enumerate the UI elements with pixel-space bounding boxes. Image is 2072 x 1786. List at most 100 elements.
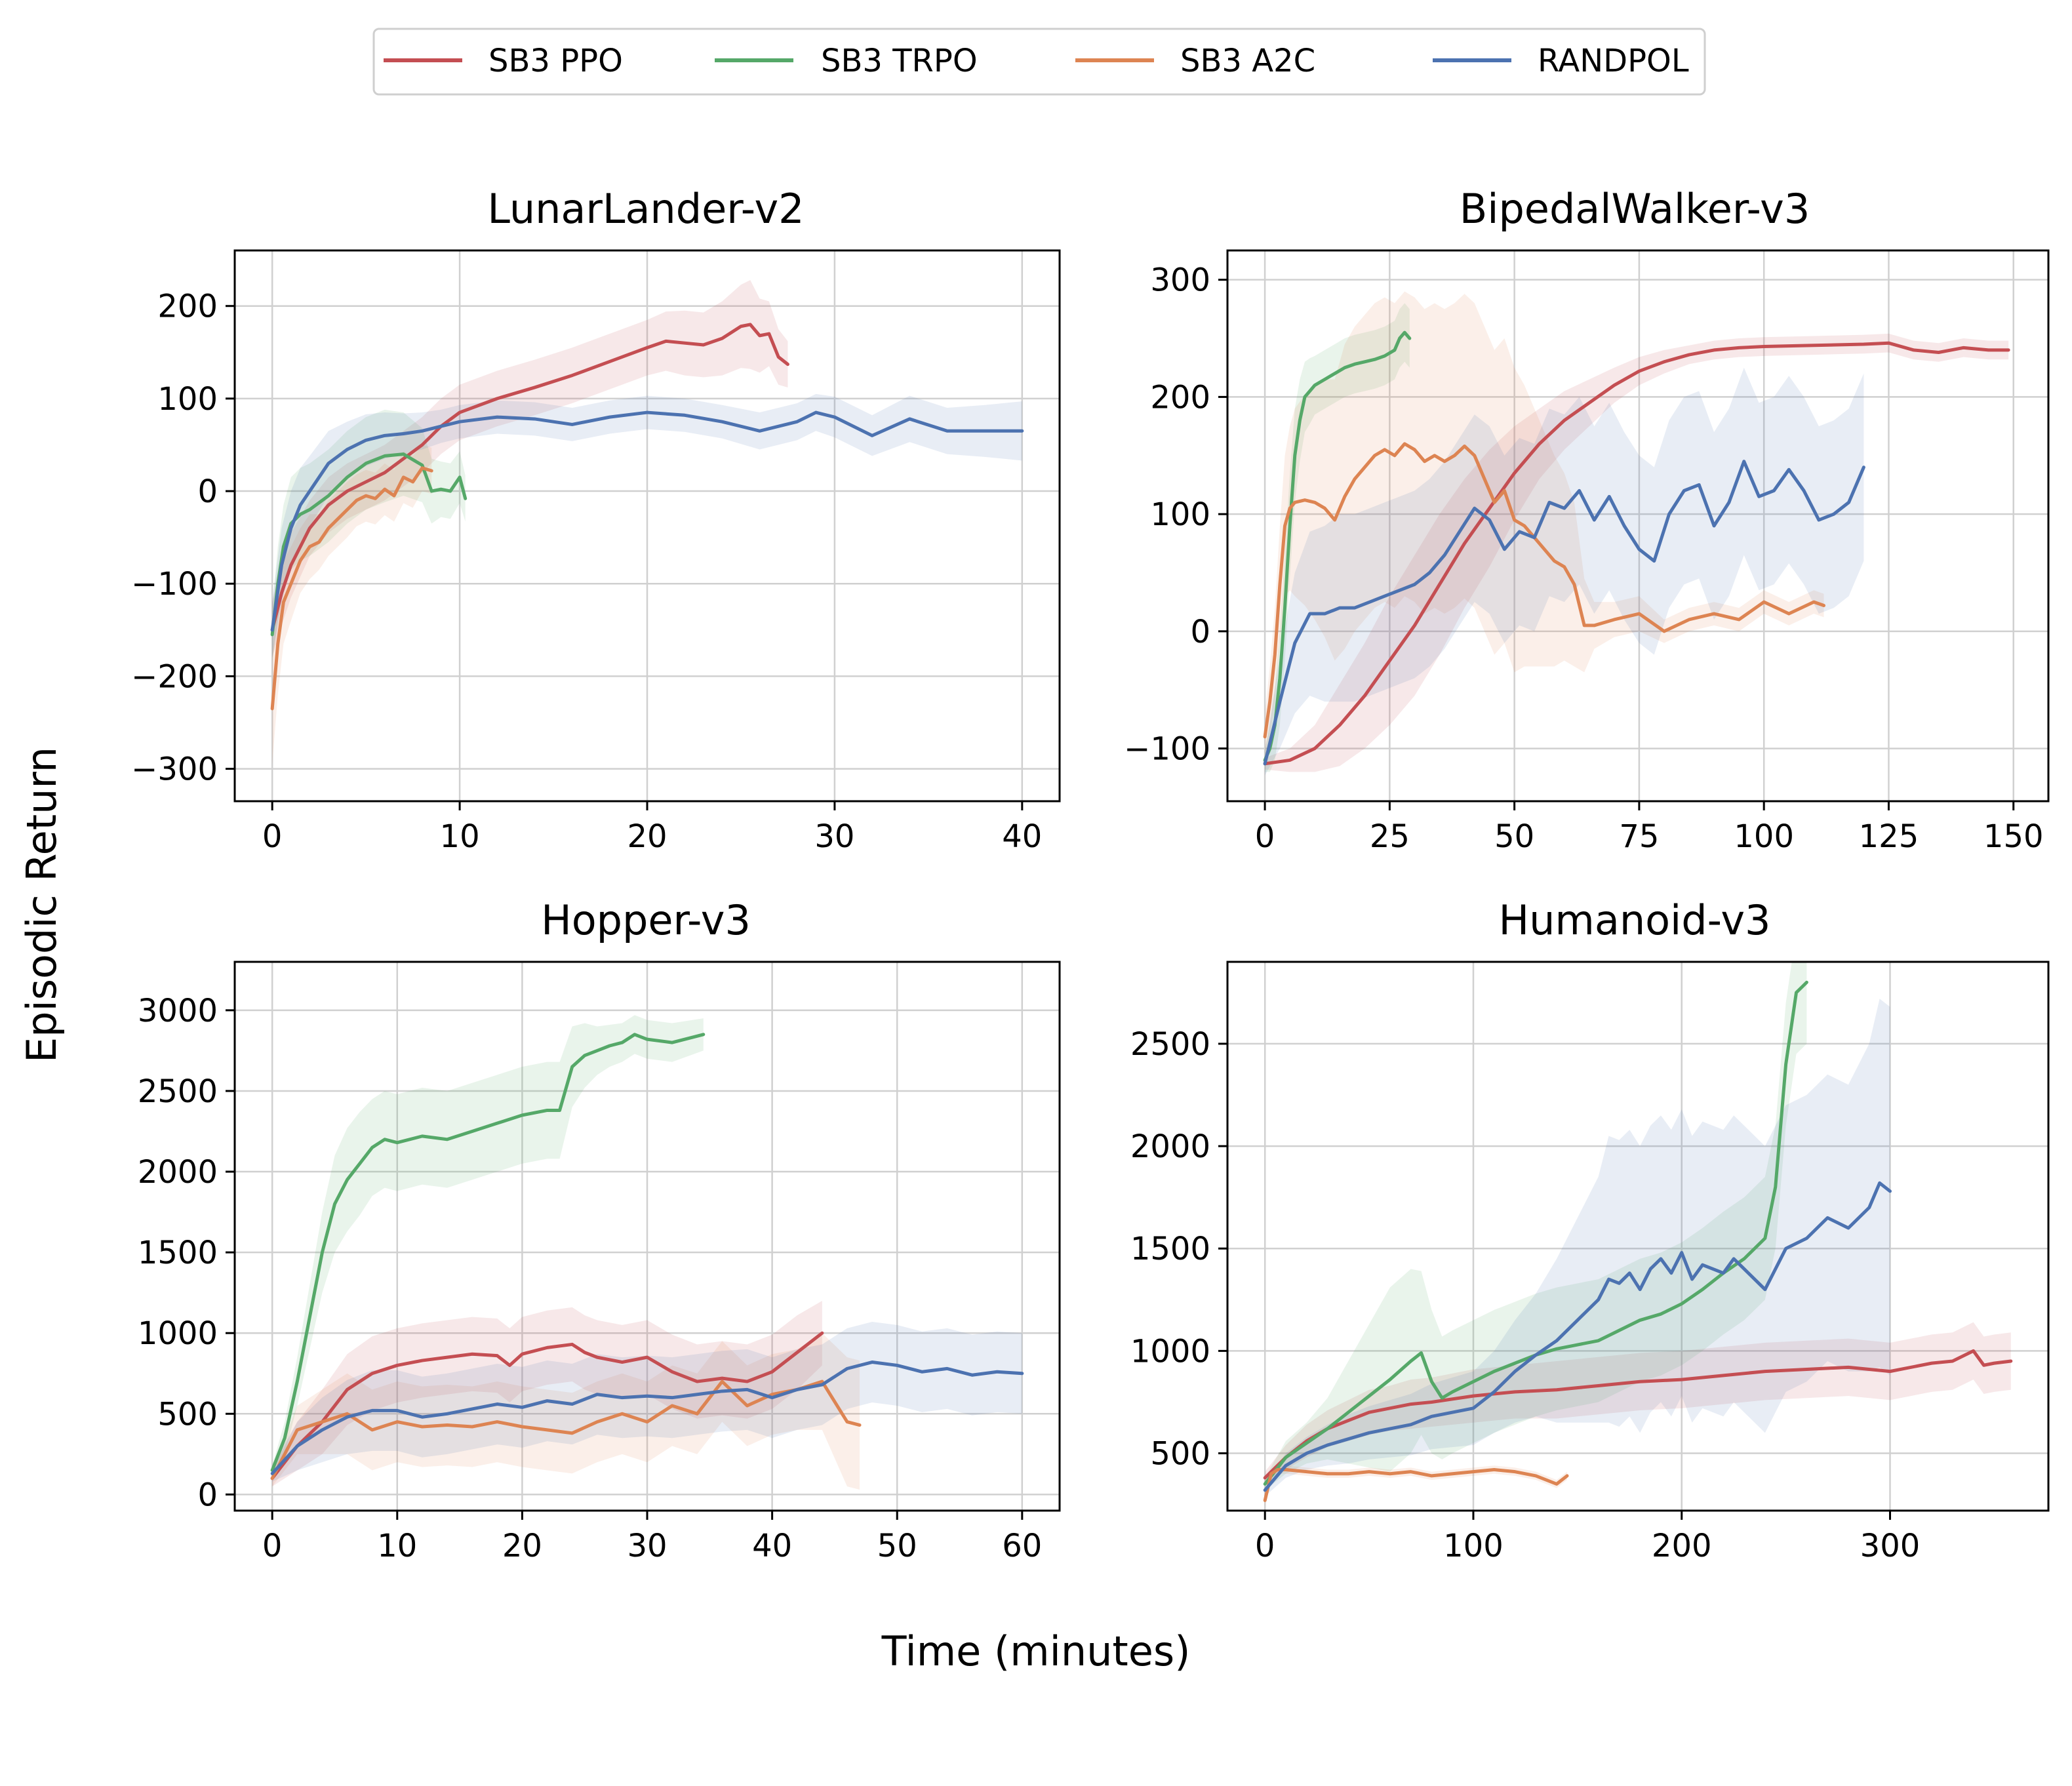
band-randpol — [272, 1321, 1022, 1482]
x-tick-label: 40 — [1002, 818, 1042, 855]
x-tick-label: 10 — [440, 818, 480, 855]
series-line-sb3-a2c — [270, 466, 433, 711]
band-sb3-trpo — [1265, 962, 1807, 1490]
band-sb3-ppo — [272, 280, 788, 658]
y-tick-label: −100 — [131, 566, 218, 603]
y-tick-label: 3000 — [138, 993, 218, 1029]
x-tick-label: 0 — [1255, 1528, 1275, 1564]
y-tick-label: 200 — [1150, 379, 1210, 416]
gridlines — [1227, 962, 2048, 1511]
y-tick-label: 1500 — [138, 1235, 218, 1271]
ticks: 0 25 50 75 100 125 150 −100 0 100 200 300 — [1124, 262, 2043, 855]
y-tick-label: 0 — [197, 473, 218, 510]
y-tick-label: 2000 — [138, 1154, 218, 1191]
series-line-randpol — [270, 410, 1024, 632]
x-tick-label: 125 — [1859, 818, 1919, 855]
plot-area — [1263, 962, 2013, 1507]
ticks: 0 10 20 30 40 50 60 0 500 1000 1500 2000 2500 3000 — [138, 993, 1043, 1564]
band-sb3-ppo — [1265, 333, 2009, 772]
legend-entry-ppo: SB3 PPO — [384, 43, 623, 79]
band-randpol — [272, 393, 1022, 658]
x-tick-label: 20 — [502, 1528, 542, 1564]
subplot-bipedalwalker: BipedalWalker-v3 0 25 50 75 100 125 150 −100 0 10… — [1124, 185, 2050, 855]
plot-area — [1263, 291, 2010, 776]
x-tick-label: 60 — [1002, 1528, 1042, 1564]
legend-entry-randpol: RANDPOL — [1433, 43, 1689, 79]
band-sb3-ppo — [272, 1300, 822, 1487]
y-tick-label: 100 — [1150, 496, 1210, 533]
x-tick-label: 50 — [1494, 818, 1534, 855]
y-tick-label: 100 — [157, 381, 218, 418]
legend-label-randpol: RANDPOL — [1538, 43, 1689, 79]
x-tick-label: 20 — [627, 818, 667, 855]
axes-frame — [1226, 249, 2050, 803]
x-tick-label: 200 — [1652, 1528, 1712, 1564]
subplot-lunarlander: LunarLander-v2 0 10 20 30 40 −300 −200 −100 0 100… — [131, 185, 1061, 855]
series-line-sb3-ppo — [270, 323, 789, 632]
x-tick-label: 75 — [1619, 818, 1659, 855]
gridlines — [235, 250, 1060, 801]
gridlines — [1227, 250, 2048, 801]
x-tick-label: 30 — [814, 818, 854, 855]
x-tick-label: 0 — [262, 818, 283, 855]
ticks: 0 100 200 300 500 1000 1500 2000 2500 — [1130, 1026, 1920, 1564]
series-line-randpol — [270, 1360, 1024, 1475]
subplot-title: Humanoid-v3 — [1499, 896, 1771, 944]
band-sb3-a2c — [1265, 1465, 1567, 1507]
x-axis-label: Time (minutes) — [881, 1627, 1191, 1675]
ticks: 0 10 20 30 40 −300 −200 −100 0 100 200 — [131, 288, 1042, 855]
subplot-title: BipedalWalker-v3 — [1460, 185, 1810, 233]
y-tick-label: 2000 — [1130, 1128, 1210, 1165]
plot-area — [270, 280, 1024, 764]
series-line-randpol — [1263, 460, 1865, 766]
band-sb3-trpo — [272, 1015, 704, 1475]
band-randpol — [1265, 999, 1890, 1497]
band-sb3-a2c — [272, 1333, 860, 1490]
y-tick-label: 2500 — [1130, 1026, 1210, 1063]
series-line-sb3-ppo — [1263, 341, 2010, 766]
subplot-title: Hopper-v3 — [541, 896, 751, 944]
y-axis-label: Episodic Return — [18, 747, 66, 1063]
subplot-title: LunarLander-v2 — [487, 185, 804, 233]
x-tick-label: 100 — [1734, 818, 1794, 855]
band-sb3-ppo — [1265, 1322, 2011, 1484]
y-tick-label: −100 — [1124, 731, 1210, 768]
legend-label-ppo: SB3 PPO — [488, 43, 623, 79]
series-line-sb3-a2c — [270, 1379, 862, 1480]
y-tick-label: 0 — [1190, 614, 1210, 650]
x-tick-label: 30 — [627, 1528, 667, 1564]
x-tick-label: 25 — [1370, 818, 1410, 855]
series-line-sb3-trpo — [270, 452, 468, 637]
legend-label-a2c: SB3 A2C — [1180, 43, 1315, 79]
x-tick-label: 100 — [1443, 1528, 1504, 1564]
y-tick-label: −200 — [131, 658, 218, 695]
legend-label-trpo: SB3 TRPO — [821, 43, 978, 79]
y-tick-label: 500 — [1150, 1436, 1210, 1473]
gridlines — [235, 962, 1060, 1511]
series-line-sb3-a2c — [1263, 442, 1826, 739]
x-tick-label: 50 — [877, 1528, 917, 1564]
legend-entry-a2c: SB3 A2C — [1075, 43, 1315, 79]
y-tick-label: 0 — [197, 1477, 218, 1513]
legend-box — [372, 28, 1706, 96]
y-tick-label: 500 — [157, 1396, 218, 1433]
x-tick-label: 0 — [262, 1528, 283, 1564]
band-sb3-a2c — [1265, 291, 1824, 761]
x-tick-label: 300 — [1860, 1528, 1921, 1564]
subplot-hopper: Hopper-v3 0 10 20 30 40 50 60 0 500 1000 1500 2000 2… — [138, 896, 1061, 1564]
subplot-humanoid: Humanoid-v3 0 100 200 300 500 1000 1500 2000 250… — [1130, 896, 2050, 1564]
y-tick-label: 1500 — [1130, 1231, 1210, 1267]
series-line-sb3-ppo — [1263, 1349, 2013, 1480]
y-tick-label: 2500 — [138, 1073, 218, 1110]
plot-area — [270, 1015, 1024, 1490]
x-tick-label: 40 — [752, 1528, 792, 1564]
series-line-sb3-trpo — [270, 1033, 706, 1472]
x-tick-label: 0 — [1255, 818, 1275, 855]
x-tick-label: 10 — [377, 1528, 417, 1564]
y-tick-label: 1000 — [1130, 1333, 1210, 1370]
y-tick-label: −300 — [131, 751, 218, 788]
series-line-sb3-ppo — [270, 1331, 824, 1480]
y-tick-label: 1000 — [138, 1315, 218, 1352]
legend: SB3 PPO SB3 TRPO SB3 A2C RANDPOL — [372, 28, 1706, 96]
